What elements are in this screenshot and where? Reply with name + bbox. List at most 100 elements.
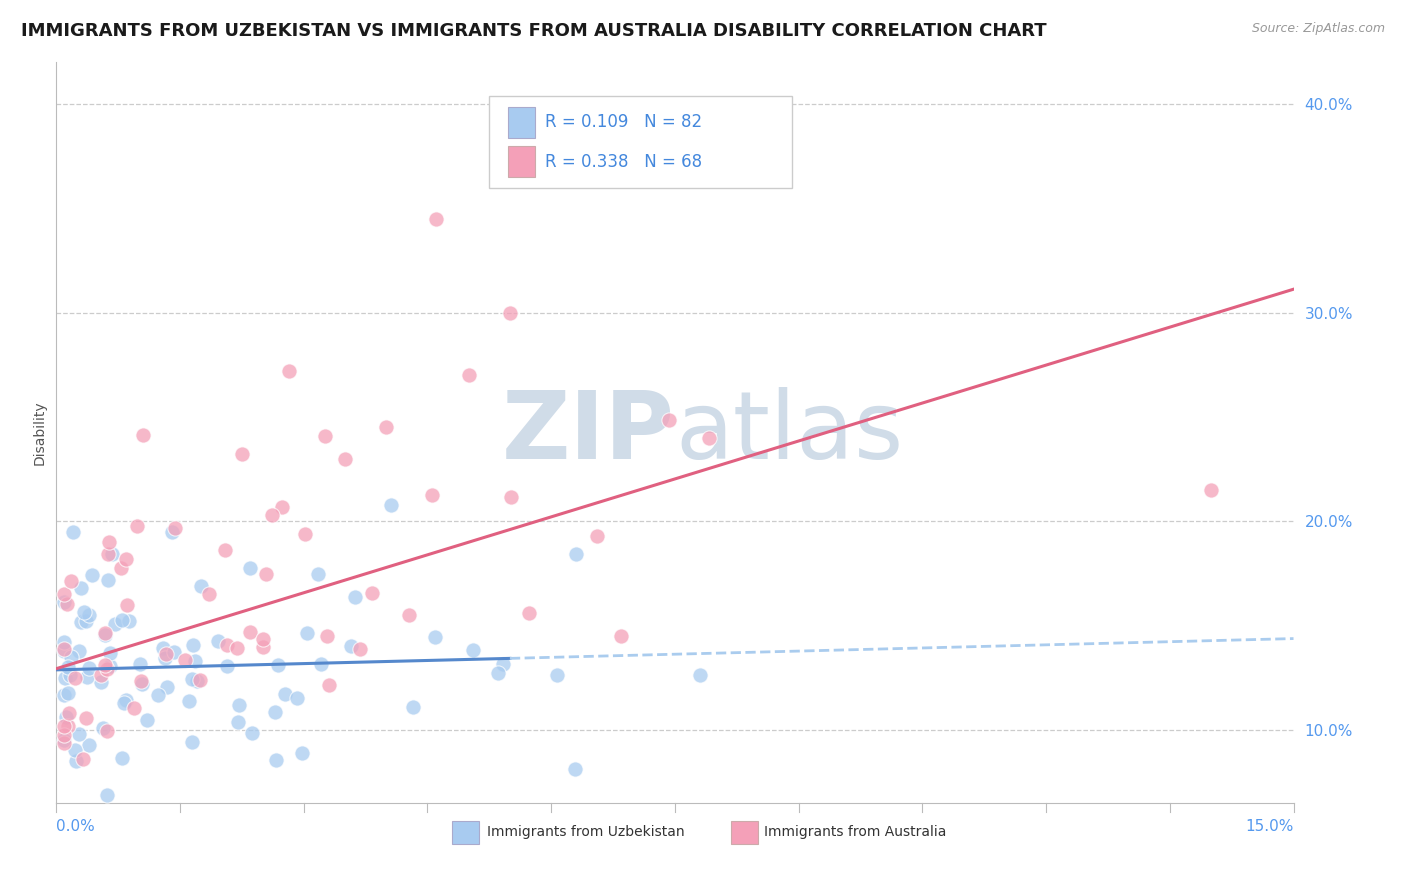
Point: [697, 431, 720, 445]
Point: [72, 752, 94, 766]
Text: 15.0%: 15.0%: [1246, 820, 1294, 835]
Text: ZIP: ZIP: [502, 386, 675, 479]
Point: [90, 667, 112, 681]
Point: [118, 614, 141, 628]
Point: [585, 529, 607, 543]
Point: [156, 821, 179, 835]
Point: [207, 634, 229, 648]
Point: [198, 587, 221, 601]
Point: [179, 693, 201, 707]
Point: [98, 832, 121, 847]
Point: [65, 754, 87, 768]
Point: [231, 447, 253, 461]
Point: [98, 659, 121, 673]
Point: [425, 211, 447, 226]
Point: [340, 639, 363, 653]
Point: [546, 667, 568, 681]
Bar: [508, 107, 536, 138]
Point: [457, 368, 479, 383]
Point: [360, 586, 382, 600]
Point: [239, 561, 262, 575]
Point: [517, 607, 540, 621]
Point: [228, 715, 250, 730]
Point: [75, 711, 97, 725]
Point: [252, 632, 274, 647]
Point: [401, 700, 423, 714]
Point: [63, 671, 86, 685]
Point: [228, 698, 250, 713]
Point: [131, 677, 153, 691]
Point: [155, 648, 177, 662]
Point: [190, 579, 212, 593]
Point: [375, 420, 398, 434]
Point: [86, 816, 108, 830]
Point: [498, 306, 520, 320]
Point: [314, 429, 336, 443]
Point: [80, 568, 103, 582]
Point: [294, 527, 316, 541]
Text: 0.0%: 0.0%: [56, 820, 96, 835]
Point: [184, 654, 207, 668]
Point: [53, 671, 76, 685]
Point: [91, 721, 114, 735]
Point: [112, 696, 135, 710]
Text: atlas: atlas: [675, 386, 903, 479]
Point: [277, 364, 299, 378]
Text: R = 0.109   N = 82: R = 0.109 N = 82: [546, 113, 702, 131]
Point: [174, 653, 197, 667]
Point: [380, 498, 402, 512]
Point: [98, 535, 121, 549]
Point: [129, 657, 152, 672]
Point: [111, 806, 134, 821]
Bar: [508, 146, 536, 178]
Point: [58, 719, 80, 733]
Point: [264, 753, 287, 767]
Point: [290, 747, 312, 761]
Point: [129, 673, 152, 688]
Bar: [453, 822, 479, 844]
Point: [63, 742, 86, 756]
Point: [610, 629, 633, 643]
Point: [53, 634, 76, 648]
Point: [77, 661, 100, 675]
Point: [240, 726, 263, 740]
Point: [155, 651, 177, 665]
Point: [181, 638, 204, 652]
Point: [657, 412, 679, 426]
Point: [163, 645, 186, 659]
Point: [163, 521, 186, 535]
Point: [53, 719, 76, 733]
Point: [225, 641, 247, 656]
Point: [125, 519, 148, 533]
Point: [276, 816, 298, 830]
Point: [104, 617, 127, 632]
Point: [349, 642, 371, 657]
Point: [100, 547, 122, 561]
Point: [215, 638, 238, 652]
Bar: [731, 822, 758, 844]
Point: [564, 762, 586, 776]
Point: [1199, 483, 1222, 497]
Point: [75, 615, 97, 629]
Point: [79, 608, 101, 623]
Point: [70, 582, 93, 596]
Point: [53, 587, 76, 601]
Point: [96, 723, 118, 738]
Point: [565, 547, 588, 561]
Point: [76, 670, 98, 684]
Point: [420, 488, 443, 502]
Point: [271, 500, 294, 515]
Point: [73, 606, 96, 620]
Point: [67, 643, 90, 657]
Point: [146, 688, 169, 702]
Point: [111, 613, 134, 627]
Point: [461, 643, 484, 657]
Point: [689, 667, 711, 681]
Point: [295, 625, 318, 640]
Point: [132, 428, 155, 442]
Point: [62, 524, 84, 539]
Point: [162, 525, 184, 540]
Point: [97, 547, 120, 561]
Text: R = 0.338   N = 68: R = 0.338 N = 68: [546, 153, 702, 170]
Point: [180, 673, 202, 687]
